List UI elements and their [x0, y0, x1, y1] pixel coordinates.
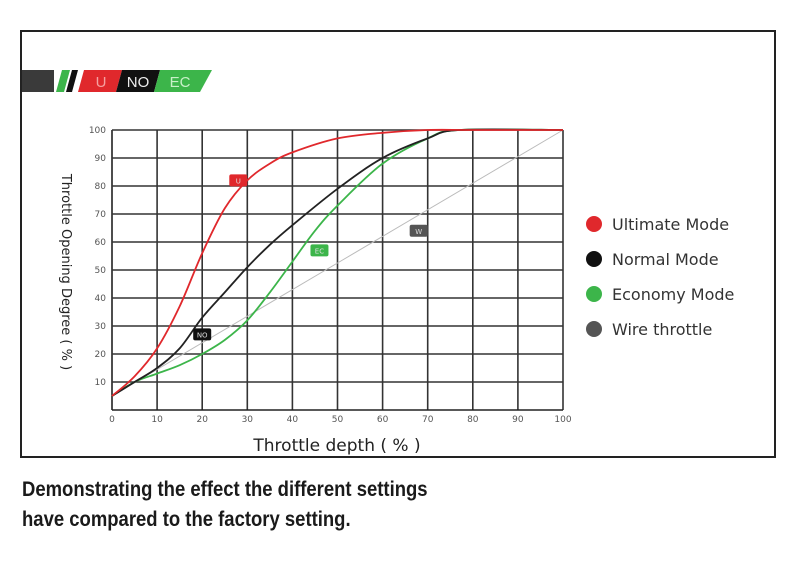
x-tick-label: 30: [242, 415, 254, 425]
y-tick-label: 80: [95, 182, 107, 192]
series-badge-label: EC: [315, 247, 324, 255]
legend-label: Economy Mode: [612, 285, 734, 304]
y-tick-label: 50: [95, 266, 107, 276]
x-tick-label: 60: [377, 415, 389, 425]
y-axis-label: Throttle Opening Degree ( % ): [58, 173, 73, 370]
x-tick-label: 10: [151, 415, 163, 425]
annotations: U NO EC W: [193, 174, 428, 341]
x-tick-label: 0: [109, 415, 115, 425]
series-line: [111, 129, 564, 397]
series: [111, 128, 564, 397]
series-badge-label: NO: [197, 331, 208, 339]
y-tick-label: 30: [95, 322, 107, 332]
x-tick-label: 70: [422, 415, 434, 425]
x-axis-label: Throttle depth ( % ): [252, 436, 420, 456]
legend-label: Ultimate Mode: [612, 215, 729, 234]
series-badge: [310, 244, 329, 257]
legend-marker: [586, 216, 602, 232]
series-badge-label: U: [236, 177, 241, 185]
series-badge-label: W: [415, 228, 422, 236]
x-tick-label: 40: [287, 415, 299, 425]
legend-marker: [586, 321, 602, 337]
x-tick-label: 80: [467, 415, 479, 425]
grid: [111, 129, 564, 411]
y-tick-label: 10: [95, 378, 107, 388]
y-tick-label: 100: [89, 126, 106, 136]
series-badge: [409, 224, 428, 237]
ticks: 0 10 20 30 40 50 60 70 80 90 100 10 20 30 40 50 60 70 80 90…: [89, 126, 572, 425]
series-badge: [193, 328, 212, 341]
banner-logo: U NO EC: [22, 70, 212, 92]
legend-marker: [586, 286, 602, 302]
x-tick-label: 20: [196, 415, 208, 425]
series-line: [111, 128, 564, 397]
x-tick-label: 100: [554, 415, 571, 425]
legend-label: Wire throttle: [612, 320, 712, 339]
legend-marker: [586, 251, 602, 267]
y-tick-label: 20: [95, 350, 107, 360]
y-tick-label: 40: [95, 294, 107, 304]
svg-text:U: U: [96, 74, 107, 91]
series-line: [111, 128, 563, 397]
legend-label: Normal Mode: [612, 250, 719, 269]
caption-line-1: Demonstrating the effect the different s…: [22, 478, 428, 501]
svg-text:NO: NO: [127, 74, 150, 91]
y-tick-label: 90: [95, 154, 107, 164]
chart-frame: [20, 30, 776, 458]
legend: Ultimate Mode Normal Mode Economy Mode Wire…: [586, 215, 734, 339]
y-tick-label: 60: [95, 238, 107, 248]
x-tick-label: 50: [332, 415, 344, 425]
caption-line-2: have compared to the factory setting.: [22, 508, 351, 531]
svg-text:EC: EC: [170, 74, 191, 91]
series-badge: [229, 174, 248, 187]
y-tick-label: 70: [95, 210, 107, 220]
x-tick-label: 90: [512, 415, 524, 425]
